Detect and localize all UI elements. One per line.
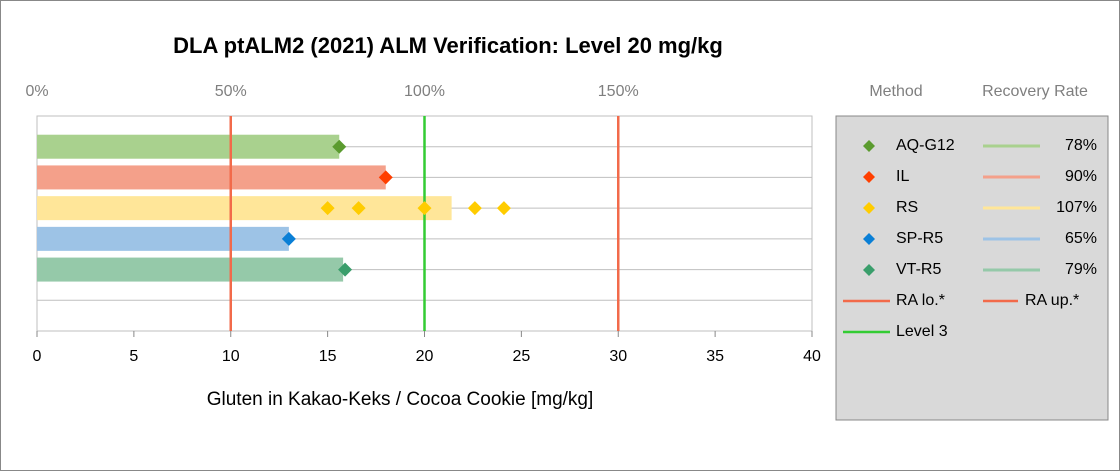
legend-marker [863, 202, 875, 214]
legend-label: RS [896, 199, 918, 216]
value-label: 78% [1065, 137, 1097, 154]
x-tick-label: 5 [129, 348, 138, 365]
point [320, 201, 335, 216]
x-tick-label: 15 [319, 348, 337, 365]
x-tick-label: 30 [609, 348, 627, 365]
point [351, 201, 366, 216]
value-label: 90% [1065, 168, 1097, 185]
x2-tick-label: 150% [598, 83, 639, 100]
point [417, 201, 432, 216]
x-axis-title: Gluten in Kakao-Keks / Cocoa Cookie [mg/… [207, 389, 594, 410]
x2-tick-label: 50% [215, 83, 247, 100]
bar [37, 257, 344, 282]
legend-header: Method [869, 83, 922, 100]
point [332, 139, 347, 154]
legend-label: VT-R5 [896, 261, 941, 278]
point [281, 231, 296, 246]
legend-label: Level 3 [896, 323, 948, 340]
bar [37, 226, 289, 251]
legend-marker [863, 233, 875, 245]
legend-label: SP-R5 [896, 230, 943, 247]
x-tick-label: 35 [706, 348, 724, 365]
chart-title: DLA ptALM2 (2021) ALM Verification: Leve… [173, 33, 723, 58]
bar [37, 134, 340, 159]
x2-tick-label: 0% [25, 83, 48, 100]
legend-marker [863, 171, 875, 183]
point [338, 262, 353, 277]
x-tick-label: 25 [512, 348, 530, 365]
bar [37, 165, 386, 190]
bar [37, 196, 452, 221]
x-tick-label: 10 [222, 348, 240, 365]
point [467, 201, 482, 216]
value-label: 65% [1065, 230, 1097, 247]
x-tick-label: 40 [803, 348, 821, 365]
x-tick-label: 20 [416, 348, 434, 365]
legend-label: AQ-G12 [896, 137, 955, 154]
value-label: 79% [1065, 261, 1097, 278]
legend-label: RA up.* [1025, 292, 1079, 309]
legend-label: IL [896, 168, 909, 185]
point [496, 201, 511, 216]
value-label: 107% [1056, 199, 1097, 216]
legend-marker [863, 140, 875, 152]
x2-tick-label: 100% [404, 83, 445, 100]
legend-marker [863, 264, 875, 276]
legend-box [835, 115, 1109, 421]
x-tick-label: 0 [33, 348, 42, 365]
legend-header: Recovery Rate [982, 83, 1088, 100]
point [378, 170, 393, 185]
legend-label: RA lo.* [896, 292, 945, 309]
